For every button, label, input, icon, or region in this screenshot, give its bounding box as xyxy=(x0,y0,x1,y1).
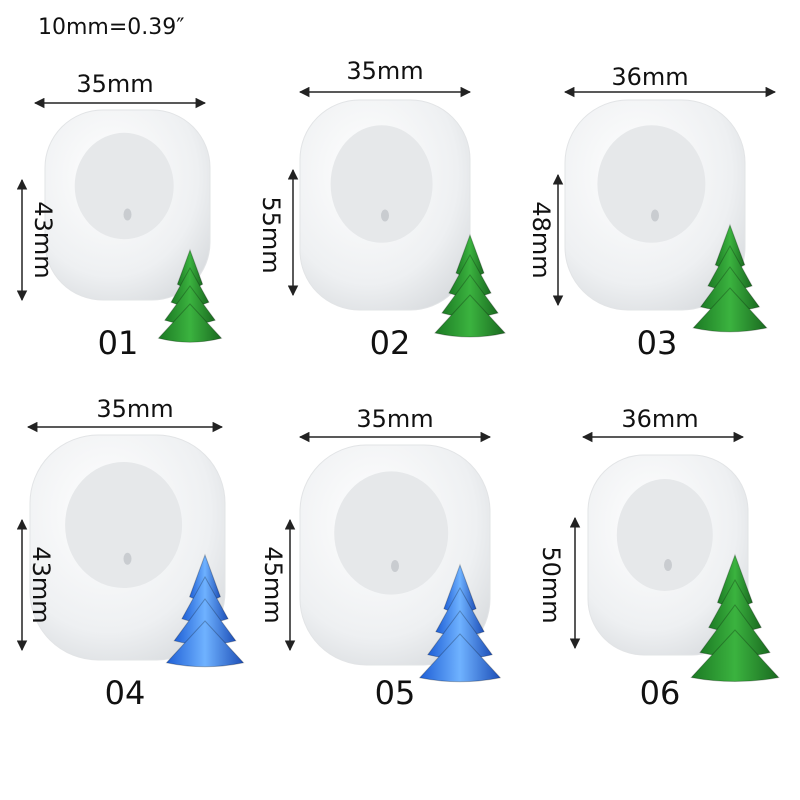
tree-tier xyxy=(418,633,502,683)
height-label: 55mm xyxy=(257,196,285,273)
item-number: 06 xyxy=(640,674,681,712)
height-label: 45mm xyxy=(259,546,287,623)
mold-cavity xyxy=(597,125,706,243)
width-label: 35mm xyxy=(76,70,153,98)
height-label: 50mm xyxy=(537,546,565,623)
width-label: 35mm xyxy=(346,57,423,85)
mold-hole xyxy=(123,208,132,221)
height-label: 48mm xyxy=(527,201,555,278)
item-number: 02 xyxy=(370,324,411,362)
width-label: 36mm xyxy=(621,405,698,433)
width-label: 36mm xyxy=(611,63,688,91)
tree-tier xyxy=(434,294,506,338)
mold-cavity xyxy=(330,125,433,243)
tree-tier xyxy=(165,620,245,668)
item-number: 03 xyxy=(637,324,678,362)
mold-hole xyxy=(123,552,132,565)
item-number: 05 xyxy=(375,674,416,712)
item-number: 04 xyxy=(105,674,146,712)
tree-tier xyxy=(690,629,780,682)
conversion-note: 10mm=0.39″ xyxy=(38,15,185,40)
mold-hole xyxy=(651,209,659,222)
height-label: 43mm xyxy=(29,201,57,278)
mold-hole xyxy=(391,560,399,572)
item-number: 01 xyxy=(98,324,139,362)
tree-tier xyxy=(157,303,223,343)
mold-cavity xyxy=(74,132,174,240)
mold-cavity xyxy=(334,471,449,595)
mold-hole xyxy=(381,209,389,222)
mold-hole xyxy=(664,559,672,571)
width-label: 35mm xyxy=(356,405,433,433)
height-label: 43mm xyxy=(27,546,55,623)
mold-cavity xyxy=(65,462,183,588)
tree-tier xyxy=(692,287,768,333)
mold-cavity xyxy=(616,479,713,591)
width-label: 35mm xyxy=(96,395,173,423)
